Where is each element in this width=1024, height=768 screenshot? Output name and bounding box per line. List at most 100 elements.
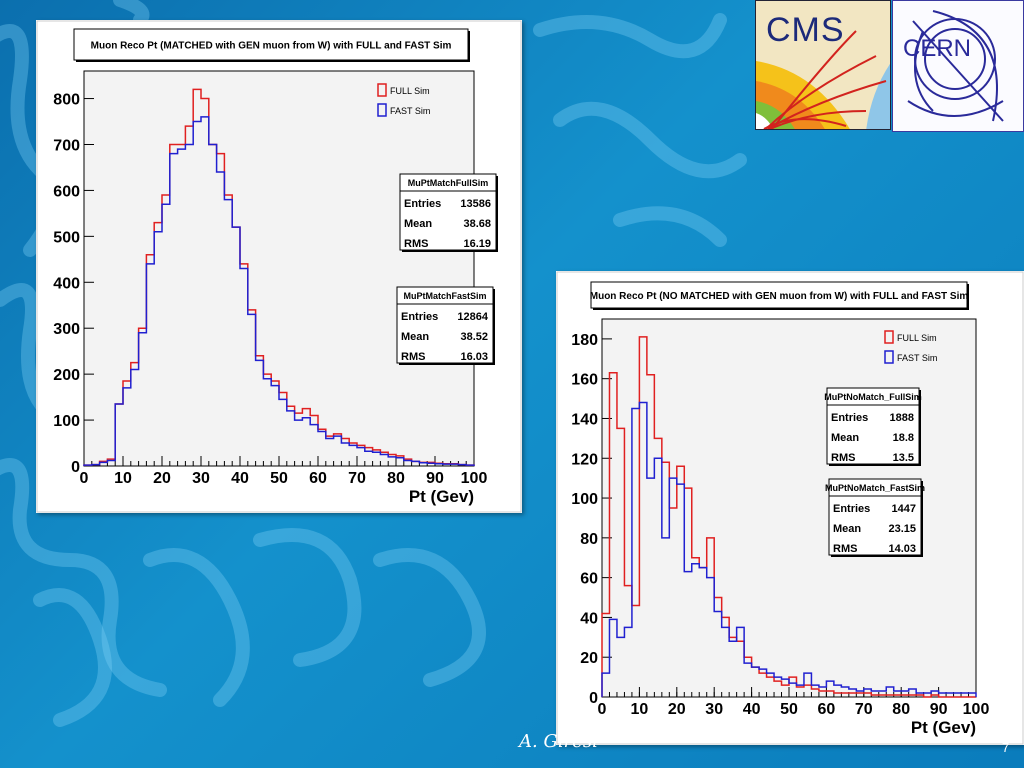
- x-tick-label: 0: [598, 701, 607, 718]
- stats-value: 38.68: [463, 218, 491, 230]
- x-tick-label: 90: [426, 470, 444, 487]
- y-tick-label: 700: [53, 137, 80, 154]
- histogram-chart-matched: Muon Reco Pt (MATCHED with GEN muon from…: [36, 20, 522, 513]
- y-tick-label: 180: [571, 332, 598, 349]
- stats-value: 38.52: [460, 331, 488, 343]
- stats-key: Entries: [831, 412, 868, 424]
- stats-key: RMS: [831, 452, 855, 464]
- histogram-chart-no-matched: Muon Reco Pt (NO MATCHED with GEN muon f…: [556, 271, 1024, 745]
- stats-value: 16.03: [460, 351, 488, 363]
- x-tick-label: 100: [963, 701, 990, 718]
- x-tick-label: 70: [855, 701, 873, 718]
- legend-label: FAST Sim: [390, 106, 430, 116]
- x-tick-label: 0: [80, 470, 89, 487]
- stats-name: MuPtNoMatch_FastSim: [825, 483, 925, 493]
- y-tick-label: 120: [571, 451, 598, 468]
- page-number: 7: [1002, 740, 1010, 755]
- x-tick-label: 20: [153, 470, 171, 487]
- x-tick-label: 70: [348, 470, 366, 487]
- y-tick-label: 0: [71, 459, 80, 476]
- x-tick-label: 90: [930, 701, 948, 718]
- y-tick-label: 100: [53, 413, 80, 430]
- legend-label: FULL Sim: [897, 333, 937, 343]
- title-box: [73, 28, 469, 61]
- cern-logo-text: CERN: [903, 35, 972, 62]
- y-tick-label: 40: [580, 610, 598, 627]
- x-axis-label: Pt (Gev): [911, 718, 976, 737]
- stats-box: [399, 173, 497, 251]
- y-tick-label: 20: [580, 650, 598, 667]
- histogram-panel-matched: Muon Reco Pt (MATCHED with GEN muon from…: [36, 20, 522, 513]
- series-line-fast-sim: [601, 401, 977, 697]
- stats-key: RMS: [833, 543, 857, 555]
- stats-value: 1447: [892, 503, 916, 515]
- x-tick-label: 10: [114, 470, 132, 487]
- stats-key: Mean: [401, 331, 429, 343]
- y-tick-label: 100: [571, 491, 598, 508]
- y-tick-label: 140: [571, 411, 598, 428]
- y-tick-label: 80: [580, 531, 598, 548]
- stats-box: [828, 478, 922, 556]
- stats-key: Entries: [401, 311, 438, 323]
- cms-detector-graphic: [756, 1, 890, 129]
- x-tick-label: 30: [705, 701, 723, 718]
- chart-title: Muon Reco Pt (NO MATCHED with GEN muon f…: [590, 291, 969, 302]
- stats-value: 16.19: [463, 238, 491, 250]
- y-tick-label: 160: [571, 372, 598, 389]
- y-tick-label: 400: [53, 275, 80, 292]
- x-axis-label: Pt (Gev): [409, 487, 474, 506]
- stats-key: Entries: [833, 503, 870, 515]
- y-tick-label: 0: [589, 690, 598, 707]
- y-tick-label: 500: [53, 229, 80, 246]
- legend-swatch: [377, 103, 387, 117]
- stats-value: 18.8: [893, 432, 914, 444]
- chart-title: Muon Reco Pt (MATCHED with GEN muon from…: [91, 41, 452, 52]
- y-tick-label: 200: [53, 367, 80, 384]
- stats-value: 14.03: [888, 543, 916, 555]
- cms-logo-text: CMS: [766, 11, 845, 49]
- x-tick-label: 80: [892, 701, 910, 718]
- stats-value: 13.5: [893, 452, 914, 464]
- stats-name: MuPtNoMatch_FullSim: [824, 392, 922, 402]
- stats-name: MuPtMatchFullSim: [408, 178, 489, 188]
- series-line-fast-sim: [83, 116, 475, 466]
- y-tick-label: 600: [53, 183, 80, 200]
- y-tick-label: 60: [580, 571, 598, 588]
- histogram-panel-no-matched: Muon Reco Pt (NO MATCHED with GEN muon f…: [556, 271, 1024, 745]
- x-tick-label: 50: [780, 701, 798, 718]
- x-tick-label: 60: [818, 701, 836, 718]
- cern-logo: CERN: [892, 0, 1024, 132]
- plot-area: [83, 70, 475, 467]
- x-tick-label: 100: [461, 470, 488, 487]
- x-tick-label: 60: [309, 470, 327, 487]
- stats-key: Mean: [831, 432, 859, 444]
- author-name: A. Giresi: [519, 731, 598, 752]
- y-tick-label: 800: [53, 92, 80, 109]
- legend-swatch: [884, 350, 894, 364]
- stats-value: 23.15: [888, 523, 916, 535]
- legend-label: FULL Sim: [390, 86, 430, 96]
- x-tick-label: 80: [387, 470, 405, 487]
- cms-logo: CMS: [755, 0, 891, 130]
- x-tick-label: 20: [668, 701, 686, 718]
- stats-value: 12864: [457, 311, 488, 323]
- legend-swatch: [377, 83, 387, 97]
- stats-value: 13586: [460, 198, 491, 210]
- stats-key: RMS: [404, 238, 428, 250]
- stats-key: Mean: [833, 523, 861, 535]
- legend-label: FAST Sim: [897, 353, 937, 363]
- cern-rings-graphic: [907, 10, 1004, 122]
- series-line-full-sim: [601, 336, 976, 698]
- legend-swatch: [884, 330, 894, 344]
- x-tick-label: 40: [231, 470, 249, 487]
- x-tick-label: 40: [743, 701, 761, 718]
- stats-key: RMS: [401, 351, 425, 363]
- stats-box: [396, 286, 494, 364]
- stats-name: MuPtMatchFastSim: [403, 291, 486, 301]
- stats-box: [826, 387, 920, 465]
- y-tick-label: 300: [53, 321, 80, 338]
- x-tick-label: 30: [192, 470, 210, 487]
- stats-key: Mean: [404, 218, 432, 230]
- x-tick-label: 10: [631, 701, 649, 718]
- title-box: [590, 281, 968, 309]
